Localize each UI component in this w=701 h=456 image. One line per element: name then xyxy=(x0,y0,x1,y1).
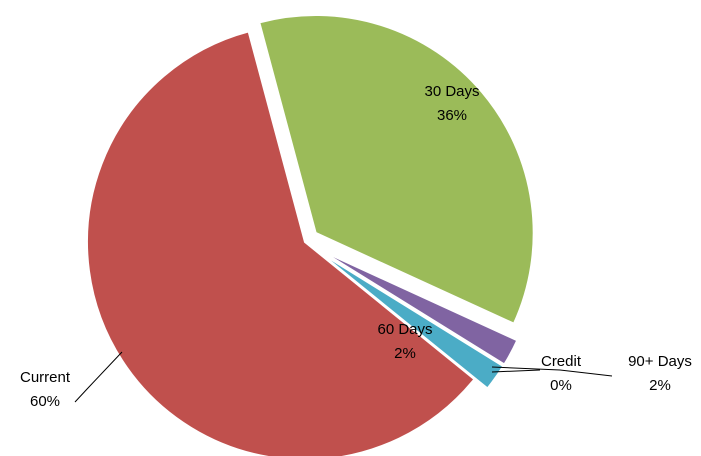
data-label-value: 60% xyxy=(30,393,60,410)
data-label-name: 90+ Days xyxy=(628,353,692,370)
data-label-value: 2% xyxy=(649,377,671,394)
data-label-name: 30 Days xyxy=(424,83,479,100)
pie-slice xyxy=(317,250,505,390)
data-label-value: 2% xyxy=(394,345,416,362)
leader-line xyxy=(491,369,541,373)
data-label-value: 0% xyxy=(550,377,572,394)
leader-line xyxy=(491,366,613,377)
pie-slice xyxy=(258,13,535,326)
data-label-value: 36% xyxy=(437,107,467,124)
pie-slice xyxy=(318,248,519,366)
pie-slice xyxy=(86,30,476,456)
data-label-name: Current xyxy=(20,369,71,386)
data-label-name: 60 Days xyxy=(377,321,432,338)
data-label-name: Credit xyxy=(541,353,582,370)
leader-line xyxy=(74,351,123,403)
